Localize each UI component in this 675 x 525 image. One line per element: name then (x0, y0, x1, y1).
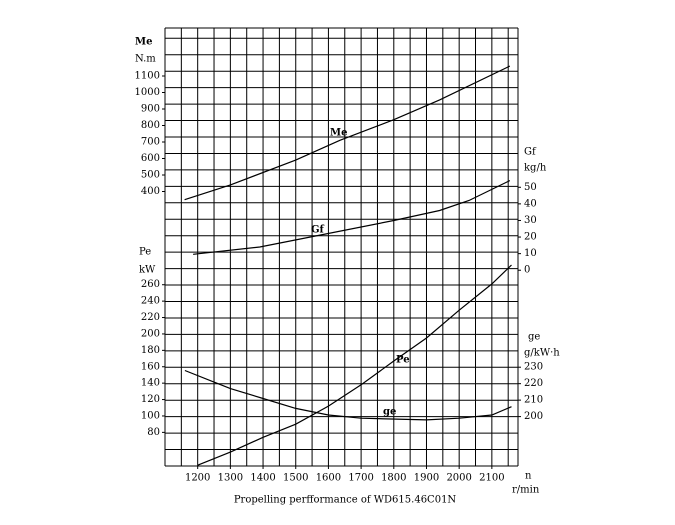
y2-tick-label: 20 (524, 232, 537, 243)
y2-tick-label: 0 (524, 265, 530, 276)
x-axis-label: n (525, 471, 532, 482)
x-tick-label: 1300 (218, 473, 243, 484)
y3-tick-label: 180 (141, 345, 160, 356)
y2-axis-unit: kg/h (524, 163, 547, 174)
y3-tick-label: 260 (141, 279, 160, 290)
y3-axis-label: Pe (139, 247, 151, 258)
x-tick-label: 1800 (381, 473, 406, 484)
y2-tick-label: 40 (524, 198, 537, 209)
y3-axis-unit: kW (139, 265, 156, 276)
x-tick-label: 2100 (479, 473, 504, 484)
y4-axis-label: ge (528, 332, 540, 343)
y2-tick-label: 30 (524, 215, 537, 226)
y3-tick-label: 240 (141, 296, 160, 307)
y-tick-label: 500 (141, 169, 160, 180)
x-tick-label: 1700 (348, 473, 373, 484)
x-tick-label: 1400 (250, 473, 275, 484)
x-tick-label: 1900 (414, 473, 439, 484)
y4-tick-label: 200 (524, 411, 543, 422)
curve-label: ge (383, 407, 396, 418)
y2-tick-label: 50 (524, 182, 537, 193)
y-tick-label: 700 (141, 136, 160, 147)
curve-label: Gf (311, 225, 325, 236)
y-tick-label: 900 (141, 104, 160, 115)
curve (197, 264, 512, 466)
curve (184, 65, 511, 201)
y-axis-unit: N.m (135, 54, 156, 65)
curve-label: Pe (396, 355, 410, 366)
x-tick-label: 1200 (185, 473, 210, 484)
curve-label: Me (330, 128, 347, 139)
y3-tick-label: 100 (141, 410, 160, 421)
y3-tick-label: 220 (141, 312, 160, 323)
y3-tick-label: 140 (141, 378, 160, 389)
curve (193, 180, 511, 255)
y-tick-label: 800 (141, 120, 160, 131)
x-tick-label: 1600 (316, 473, 341, 484)
y4-tick-label: 220 (524, 378, 543, 389)
y-axis-label: Me (135, 37, 152, 48)
y3-tick-label: 120 (141, 394, 160, 405)
y2-tick-label: 10 (524, 248, 537, 259)
curve (184, 369, 512, 421)
y4-tick-label: 230 (524, 362, 543, 373)
y3-tick-label: 200 (141, 328, 160, 339)
y2-axis-label: Gf (524, 147, 537, 158)
y4-axis-unit: g/kW·h (524, 348, 560, 359)
x-tick-label: 1500 (283, 473, 308, 484)
y-tick-label: 1100 (135, 71, 160, 82)
y-tick-label: 1000 (135, 87, 160, 98)
y3-tick-label: 80 (147, 427, 160, 438)
y4-tick-label: 210 (524, 395, 543, 406)
y3-tick-label: 160 (141, 361, 160, 372)
chart-title: Propelling perfformance of WD615.46C01N (234, 495, 457, 506)
x-tick-label: 2000 (446, 473, 471, 484)
x-axis-unit: r/min (512, 485, 540, 496)
y-tick-label: 400 (141, 186, 160, 197)
y-tick-label: 600 (141, 153, 160, 164)
